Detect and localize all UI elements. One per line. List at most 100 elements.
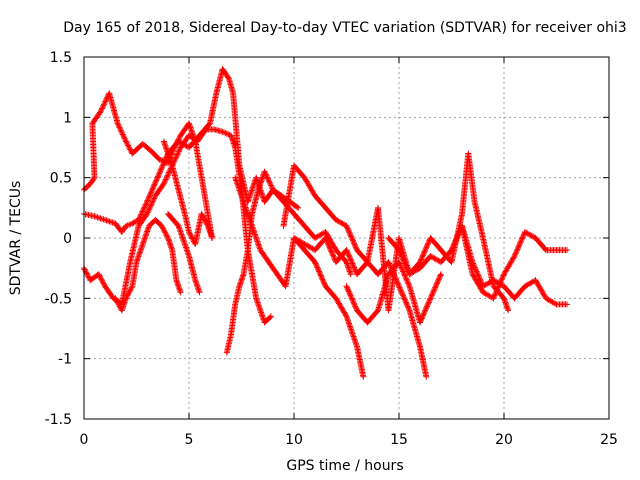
data-point	[435, 276, 442, 283]
data-point	[469, 259, 476, 266]
data-point	[349, 260, 356, 267]
x-tick-label: 10	[285, 432, 303, 448]
data-point	[350, 299, 357, 306]
x-tick-label: 15	[390, 432, 408, 448]
data-point	[164, 233, 171, 240]
data-point	[404, 277, 411, 284]
data-point	[520, 232, 527, 239]
data-point	[95, 271, 102, 278]
data-point	[437, 272, 444, 279]
data-points	[81, 66, 570, 380]
data-point	[97, 273, 104, 280]
data-point	[99, 279, 106, 286]
data-point	[512, 251, 519, 258]
data-point	[137, 212, 144, 219]
data-point	[448, 247, 455, 254]
data-point	[348, 235, 355, 241]
data-point	[176, 135, 183, 142]
data-point	[156, 170, 163, 177]
data-point	[143, 200, 150, 207]
data-point	[176, 145, 183, 152]
data-point	[405, 306, 412, 313]
data-point	[348, 233, 355, 240]
data-point	[352, 304, 359, 311]
data-point	[151, 194, 158, 201]
data-point	[417, 319, 423, 326]
data-point	[114, 120, 121, 127]
data-point	[403, 276, 410, 283]
data-point	[148, 189, 155, 196]
data-point	[156, 169, 163, 176]
data-point	[401, 296, 408, 303]
data-point	[343, 283, 350, 290]
data-point	[159, 224, 166, 231]
data-point	[349, 236, 356, 243]
data-point	[163, 175, 170, 182]
data-point	[165, 169, 172, 176]
data-point	[164, 172, 171, 179]
data-point	[83, 270, 90, 277]
data-point	[149, 199, 156, 206]
data-point	[329, 251, 336, 258]
data-point	[513, 249, 520, 256]
data-point	[345, 288, 352, 295]
data-point	[266, 314, 273, 321]
data-point	[344, 248, 351, 255]
data-point	[351, 240, 358, 247]
data-point	[147, 203, 154, 210]
data-point	[314, 265, 321, 272]
data-point	[422, 307, 429, 314]
data-point	[470, 260, 477, 267]
data-point	[424, 302, 431, 309]
data-point	[425, 239, 432, 246]
data-point	[349, 296, 356, 303]
data-point	[471, 264, 478, 271]
data-point	[176, 147, 183, 154]
data-point	[160, 225, 167, 232]
data-point	[102, 97, 109, 104]
data-point	[475, 273, 482, 280]
data-point	[500, 272, 507, 279]
data-point	[160, 161, 167, 168]
data-point	[491, 292, 498, 299]
data-point	[417, 259, 423, 266]
data-point	[138, 209, 145, 216]
data-point	[157, 167, 164, 174]
data-point	[316, 268, 323, 275]
data-point	[449, 244, 456, 251]
data-point	[149, 186, 156, 193]
data-point	[263, 172, 270, 179]
series-arc-5	[160, 138, 216, 248]
data-point	[126, 145, 133, 152]
data-point	[420, 251, 427, 258]
data-point	[360, 373, 367, 380]
data-point	[162, 230, 169, 237]
data-point	[342, 312, 349, 319]
data-point	[505, 307, 512, 314]
data-point	[172, 155, 179, 162]
series-arc-4	[112, 216, 184, 314]
y-tick-label: -0.5	[45, 291, 72, 307]
data-point	[345, 251, 352, 258]
data-point	[114, 299, 121, 306]
data-point	[186, 230, 193, 237]
data-point	[396, 248, 403, 255]
data-point	[319, 276, 326, 283]
data-point	[430, 288, 437, 295]
data-point	[145, 196, 152, 203]
data-point	[351, 300, 358, 307]
y-tick-label: -1.5	[45, 412, 72, 428]
data-point	[518, 237, 525, 244]
data-point	[162, 229, 169, 236]
data-point	[98, 276, 105, 283]
data-point	[417, 257, 424, 264]
data-point	[450, 243, 457, 250]
data-point	[160, 180, 167, 187]
data-point	[401, 260, 408, 267]
data-point	[344, 249, 351, 256]
data-point	[264, 175, 271, 182]
data-point	[198, 210, 205, 217]
data-point	[352, 267, 359, 274]
data-point	[400, 293, 407, 300]
